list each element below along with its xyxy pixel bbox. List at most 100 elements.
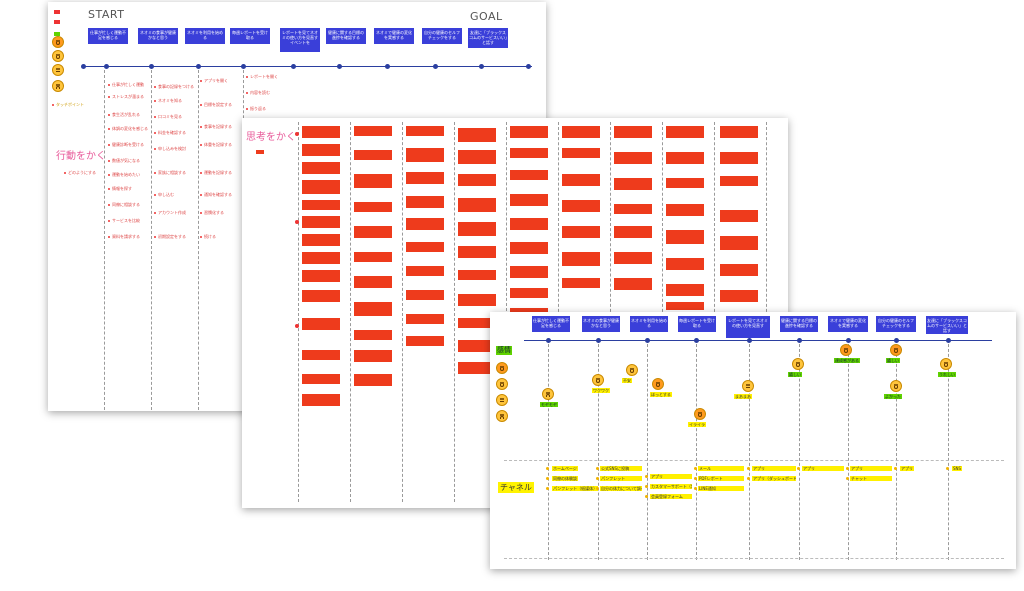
emotion-label: 達成感がある bbox=[834, 358, 860, 363]
channel-dot bbox=[645, 475, 648, 478]
thought-note bbox=[354, 202, 392, 212]
thoughts-section-label: 思考をかく bbox=[246, 132, 296, 143]
timeline-node bbox=[694, 338, 699, 343]
column-divider bbox=[610, 122, 611, 322]
thought-note bbox=[458, 128, 496, 142]
action-item: 食事の記録をつける bbox=[154, 84, 194, 89]
thought-note bbox=[720, 176, 758, 186]
thought-note bbox=[562, 226, 600, 238]
thought-note bbox=[302, 374, 340, 384]
thought-note bbox=[302, 162, 340, 174]
sad-face-icon bbox=[542, 388, 554, 400]
emotion-label: ワクワク bbox=[592, 388, 610, 393]
action-item: どのようにする bbox=[64, 170, 96, 175]
column-divider bbox=[749, 344, 750, 560]
thought-note bbox=[510, 288, 548, 298]
emotion-label: イライラ bbox=[688, 422, 706, 427]
emotion-label: よかった bbox=[884, 394, 902, 399]
thought-note bbox=[614, 252, 652, 264]
timeline-node bbox=[291, 64, 296, 69]
column-divider bbox=[350, 122, 351, 502]
thought-note bbox=[458, 174, 496, 186]
stage-header-1: 仕事が忙しく運動不足を感じる bbox=[532, 316, 570, 332]
thought-note bbox=[666, 284, 704, 296]
channel-dot bbox=[946, 467, 949, 470]
stage-header-8: 自分の健康のセルフチェックをする bbox=[876, 316, 916, 332]
action-item: 食生活が乱れる bbox=[108, 112, 140, 117]
action-item: 健康診断を受ける bbox=[108, 142, 144, 147]
channel-dot bbox=[797, 467, 800, 470]
thought-note bbox=[354, 150, 392, 160]
action-item: 申し込む bbox=[154, 192, 174, 197]
thought-dot bbox=[295, 220, 299, 224]
thought-note bbox=[458, 150, 496, 164]
thought-note bbox=[614, 178, 652, 190]
emotion-label: モヤモヤ bbox=[540, 402, 558, 407]
thought-note bbox=[666, 204, 704, 216]
column-divider bbox=[848, 344, 849, 560]
neutral-face-icon bbox=[742, 380, 754, 392]
thought-note bbox=[720, 264, 758, 276]
thought-note bbox=[302, 290, 340, 302]
column-divider bbox=[298, 122, 299, 502]
thought-note bbox=[458, 340, 496, 352]
action-item: 食事を記録する bbox=[200, 124, 232, 129]
column-divider bbox=[454, 122, 455, 502]
thought-note bbox=[720, 236, 758, 250]
timeline-node bbox=[747, 338, 752, 343]
stage-header-2: ネオミの食事が健康かなと思う bbox=[582, 316, 620, 332]
stage-header-9: 友達に「ブラックスコムのサービスいい」と話す bbox=[468, 28, 508, 48]
action-item: 習慣化する bbox=[200, 210, 224, 215]
column-divider bbox=[598, 344, 599, 560]
start-label: START bbox=[88, 8, 125, 21]
angry-face-icon bbox=[496, 362, 508, 374]
action-item: 申し込みを検討 bbox=[154, 146, 186, 151]
stage-header-7: ネオミで健康の変化を実感する bbox=[828, 316, 868, 332]
thought-note bbox=[720, 152, 758, 164]
journey-map-emotions-sheet: 仕事が忙しく運動不足を感じる ネオミの食事が健康かなと思う ネオミを利用を始める… bbox=[490, 312, 1016, 569]
emotion-label: 嬉しい bbox=[886, 358, 900, 363]
timeline-node bbox=[894, 338, 899, 343]
thought-note bbox=[510, 218, 548, 230]
channel-item: SNS bbox=[952, 466, 963, 471]
thought-note bbox=[302, 270, 340, 282]
channel-item: アプリ bbox=[752, 466, 796, 471]
stage-header-5: レポートを見てネオミの使い方を見直す bbox=[726, 316, 770, 338]
channel-dot bbox=[846, 467, 849, 470]
emotion-label: ほっとする bbox=[650, 392, 672, 397]
action-item: 家族に相談する bbox=[154, 170, 186, 175]
timeline-node bbox=[81, 64, 86, 69]
channel-dot bbox=[546, 467, 549, 470]
channel-item: チャット bbox=[850, 476, 892, 481]
channel-dot bbox=[694, 467, 697, 470]
thought-note bbox=[666, 178, 704, 188]
thought-note bbox=[406, 218, 444, 230]
thought-note bbox=[458, 362, 496, 374]
thought-note bbox=[510, 148, 548, 158]
action-item: 体調の変化を感じる bbox=[108, 126, 148, 131]
action-item: 通知を確認する bbox=[200, 192, 232, 197]
action-item: 同僚に相談する bbox=[108, 202, 140, 207]
thought-note bbox=[302, 200, 340, 210]
thought-note bbox=[562, 174, 600, 186]
channel-item: パンフレット bbox=[600, 476, 642, 481]
thought-note bbox=[666, 126, 704, 138]
action-item: 資料を請求する bbox=[108, 234, 140, 239]
thought-note bbox=[302, 144, 340, 156]
channel-item: アプリ bbox=[802, 466, 844, 471]
action-item: 運動を記録する bbox=[200, 170, 232, 175]
thought-note bbox=[614, 278, 652, 290]
action-item: 目標を設定する bbox=[200, 102, 232, 107]
channel-row-divider bbox=[504, 460, 1004, 461]
thought-note bbox=[406, 314, 444, 324]
column-divider bbox=[558, 122, 559, 322]
thought-note bbox=[562, 252, 600, 266]
stage-header-6: 健康に関する目標の進捗を確認する bbox=[326, 28, 366, 44]
thought-note bbox=[354, 174, 392, 188]
thought-note bbox=[458, 222, 496, 236]
thought-note bbox=[458, 270, 496, 280]
timeline-node bbox=[385, 64, 390, 69]
thought-note bbox=[256, 150, 264, 154]
thought-note bbox=[562, 126, 600, 138]
column-divider bbox=[799, 344, 800, 560]
